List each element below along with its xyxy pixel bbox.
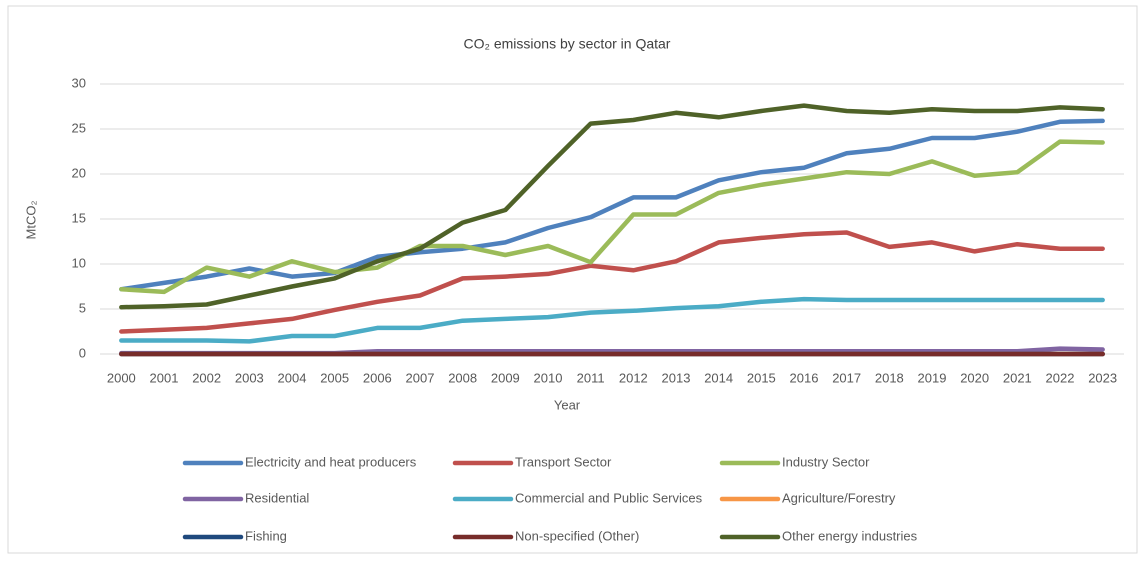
series-line — [119, 139, 1105, 295]
legend-label: Agriculture/Forestry — [782, 490, 896, 505]
y-tick-label: 15 — [72, 210, 86, 225]
x-tick-label: 2000 — [107, 370, 136, 385]
y-axis-label: MtCO₂ — [23, 201, 38, 240]
x-tick-label: 2023 — [1088, 370, 1117, 385]
y-tick-label: 5 — [79, 300, 86, 315]
y-tick-label: 20 — [72, 165, 86, 180]
x-tick-label: 2003 — [235, 370, 264, 385]
y-tick-label: 25 — [72, 120, 86, 135]
series-line — [119, 296, 1105, 344]
x-tick-label: 2012 — [619, 370, 648, 385]
x-tick-label: 2016 — [790, 370, 819, 385]
x-tick-label: 2017 — [832, 370, 861, 385]
legend-label: Transport Sector — [515, 454, 612, 469]
series-line — [119, 103, 1105, 310]
x-tick-label: 2008 — [448, 370, 477, 385]
series-line — [119, 230, 1105, 334]
x-tick-label: 2019 — [918, 370, 947, 385]
x-tick-label: 2004 — [278, 370, 307, 385]
x-tick-label: 2022 — [1046, 370, 1075, 385]
x-tick-label: 2006 — [363, 370, 392, 385]
legend-label: Industry Sector — [782, 454, 870, 469]
y-tick-label: 30 — [72, 75, 86, 90]
x-tick-label: 2020 — [960, 370, 989, 385]
x-tick-label: 2021 — [1003, 370, 1032, 385]
y-tick-label: 0 — [79, 345, 86, 360]
x-tick-label: 2015 — [747, 370, 776, 385]
x-tick-label: 2013 — [662, 370, 691, 385]
x-tick-label: 2005 — [320, 370, 349, 385]
x-tick-label: 2009 — [491, 370, 520, 385]
legend-label: Fishing — [245, 528, 287, 543]
x-tick-label: 2010 — [534, 370, 563, 385]
x-tick-label: 2014 — [704, 370, 733, 385]
legend-label: Non-specified (Other) — [515, 528, 639, 543]
x-tick-label: 2002 — [192, 370, 221, 385]
legend-label: Commercial and Public Services — [515, 490, 703, 505]
legend-label: Electricity and heat producers — [245, 454, 417, 469]
x-axis-label: Year — [554, 397, 581, 412]
x-tick-label: 2007 — [406, 370, 435, 385]
legend-label: Residential — [245, 490, 309, 505]
x-tick-label: 2001 — [150, 370, 179, 385]
legend-label: Other energy industries — [782, 528, 918, 543]
series-line — [119, 118, 1105, 292]
chart-title: CO₂ emissions by sector in Qatar — [464, 36, 671, 52]
x-tick-label: 2011 — [577, 370, 605, 385]
x-tick-label: 2018 — [875, 370, 904, 385]
y-tick-label: 10 — [72, 255, 86, 270]
